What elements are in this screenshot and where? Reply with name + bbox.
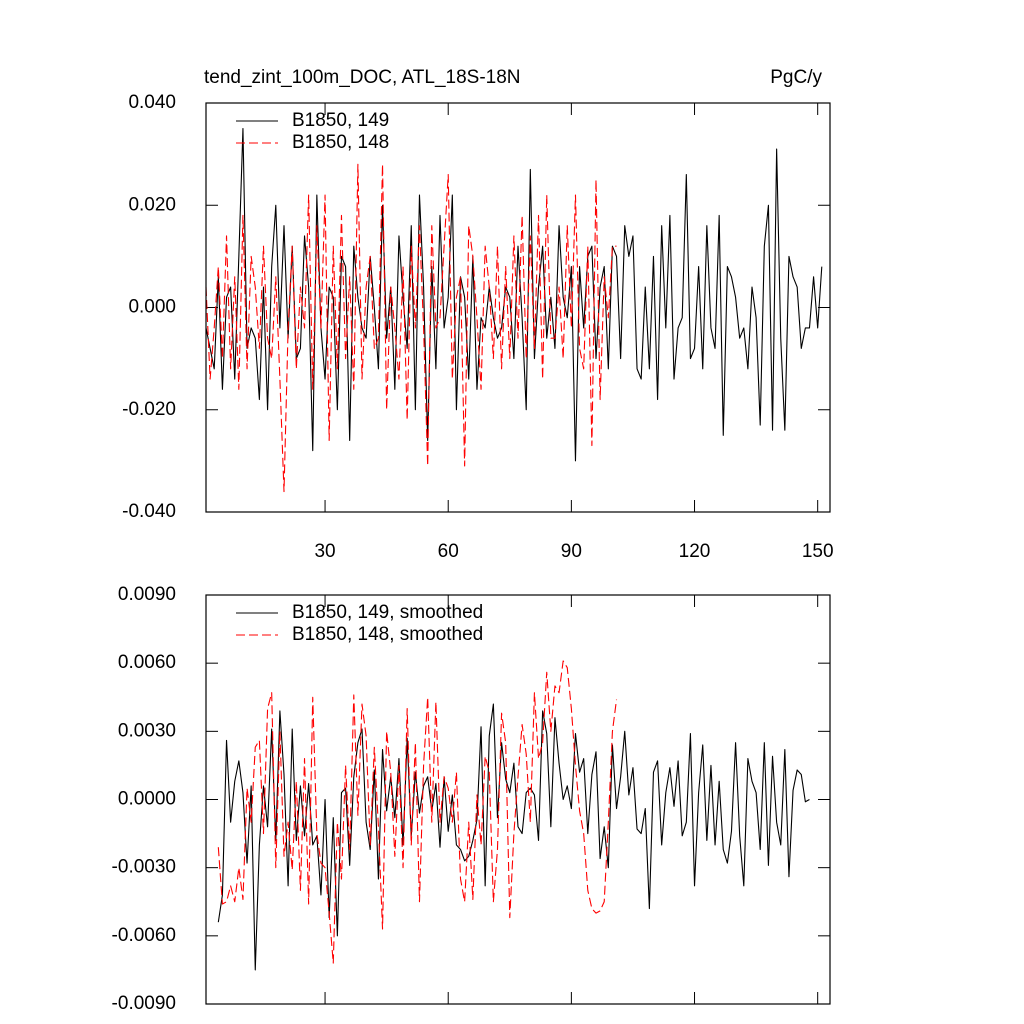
legend-label: B1850, 148 xyxy=(292,132,389,153)
y-tick-label: -0.040 xyxy=(122,501,176,522)
legend-label: B1850, 149, smoothed xyxy=(292,602,483,623)
y-tick-label: 0.0000 xyxy=(118,789,176,810)
y-tick-label: 0.0060 xyxy=(118,652,176,673)
y-tick-label: 0.020 xyxy=(128,194,176,215)
y-tick-label: 0.0030 xyxy=(118,720,176,741)
y-tick-label: -0.0060 xyxy=(112,925,176,946)
y-tick-label: -0.020 xyxy=(122,399,176,420)
y-tick-label: 0.000 xyxy=(128,297,176,318)
chart-title: tend_zint_100m_DOC, ATL_18S-18N xyxy=(204,67,521,88)
x-tick-label: 150 xyxy=(802,541,834,562)
units-label: PgC/y xyxy=(770,67,822,88)
series-line xyxy=(217,660,618,964)
y-tick-label: 0.040 xyxy=(128,92,176,113)
plot-frame xyxy=(205,594,831,1005)
legend-label: B1850, 148, smoothed xyxy=(292,624,483,645)
y-tick-label: -0.0030 xyxy=(112,857,176,878)
series-line xyxy=(205,163,617,493)
x-tick-label: 30 xyxy=(314,541,335,562)
x-tick-label: 60 xyxy=(438,541,459,562)
y-tick-label: -0.0090 xyxy=(112,993,176,1014)
plot-frame xyxy=(205,102,831,513)
y-tick-label: 0.0090 xyxy=(118,584,176,605)
legend-label: B1850, 149 xyxy=(292,110,389,131)
series-line xyxy=(205,128,823,462)
x-tick-label: 120 xyxy=(679,541,711,562)
x-tick-label: 90 xyxy=(561,541,582,562)
